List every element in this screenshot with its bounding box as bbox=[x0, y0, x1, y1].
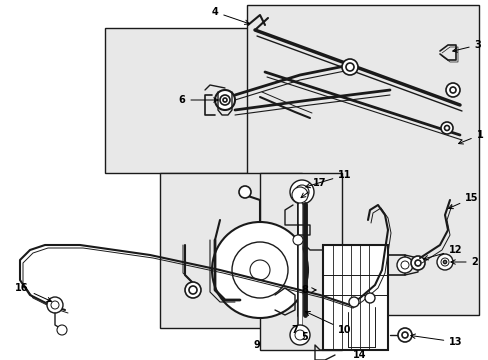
Text: 12: 12 bbox=[423, 245, 462, 260]
Circle shape bbox=[57, 325, 67, 335]
Text: 7: 7 bbox=[291, 325, 298, 335]
Circle shape bbox=[397, 328, 411, 342]
Bar bbox=[160, 173, 302, 328]
Circle shape bbox=[445, 83, 459, 97]
Circle shape bbox=[51, 301, 59, 309]
Circle shape bbox=[348, 297, 358, 307]
Text: 9: 9 bbox=[253, 340, 260, 350]
Text: 6: 6 bbox=[178, 95, 218, 105]
Circle shape bbox=[436, 254, 452, 270]
Circle shape bbox=[341, 59, 357, 75]
Bar bbox=[260, 173, 341, 350]
Bar bbox=[323, 245, 387, 350]
Circle shape bbox=[220, 95, 229, 105]
Circle shape bbox=[410, 256, 424, 270]
Text: 11: 11 bbox=[305, 170, 351, 188]
Text: 3: 3 bbox=[452, 40, 480, 52]
Circle shape bbox=[364, 293, 374, 303]
Circle shape bbox=[294, 185, 308, 199]
Text: 2: 2 bbox=[450, 257, 477, 267]
Text: 8: 8 bbox=[301, 285, 315, 295]
Circle shape bbox=[231, 242, 287, 298]
Text: 5: 5 bbox=[301, 332, 308, 342]
Text: 4: 4 bbox=[211, 7, 249, 24]
Circle shape bbox=[289, 180, 313, 204]
Circle shape bbox=[289, 325, 309, 345]
Circle shape bbox=[292, 235, 303, 245]
Text: 10: 10 bbox=[305, 311, 351, 335]
Circle shape bbox=[212, 222, 307, 318]
Text: 16: 16 bbox=[15, 283, 51, 302]
Circle shape bbox=[239, 186, 250, 198]
Circle shape bbox=[189, 286, 197, 294]
Bar bbox=[246, 5, 478, 315]
Text: 1: 1 bbox=[458, 130, 482, 144]
Text: 17: 17 bbox=[301, 178, 326, 198]
Text: 13: 13 bbox=[410, 334, 462, 347]
Circle shape bbox=[294, 330, 305, 340]
Circle shape bbox=[291, 187, 307, 203]
Text: 15: 15 bbox=[447, 193, 478, 209]
Circle shape bbox=[400, 261, 408, 269]
Circle shape bbox=[249, 260, 269, 280]
Circle shape bbox=[184, 282, 201, 298]
Text: 14: 14 bbox=[352, 350, 366, 360]
Circle shape bbox=[215, 90, 235, 110]
Circle shape bbox=[396, 257, 412, 273]
Bar bbox=[105, 28, 269, 173]
Circle shape bbox=[440, 258, 448, 266]
Circle shape bbox=[47, 297, 63, 313]
Circle shape bbox=[440, 122, 452, 134]
